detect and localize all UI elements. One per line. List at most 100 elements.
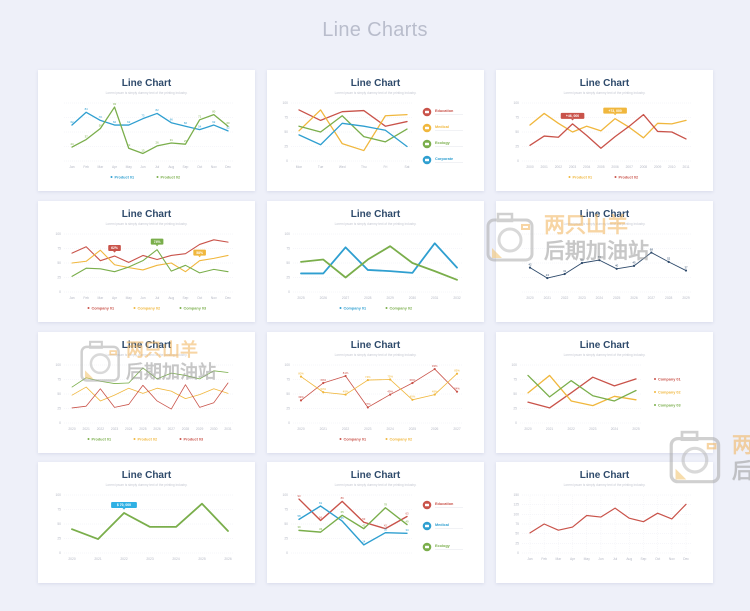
legend-item[interactable]: Product 03 xyxy=(179,437,204,441)
y-tick-label: 0 xyxy=(517,159,519,163)
data-label: 54% xyxy=(454,386,460,390)
y-tick-label: 75 xyxy=(515,116,519,120)
x-tick-label: 2023 xyxy=(111,427,119,431)
y-tick-label: 25 xyxy=(515,541,519,545)
data-label: 45 xyxy=(632,261,636,265)
x-tick-label: Feb xyxy=(83,296,89,300)
series-line xyxy=(529,112,687,139)
data-label: 42 xyxy=(362,523,366,527)
legend-dot xyxy=(385,438,388,440)
x-tick-label: Wed xyxy=(339,165,346,169)
series-line xyxy=(529,503,687,534)
legend-label: Medical xyxy=(435,523,449,527)
data-label: 58 xyxy=(297,514,301,518)
x-tick-label: Feb xyxy=(541,557,547,561)
y-tick-label: 125 xyxy=(513,503,519,507)
data-label: 50 xyxy=(580,258,584,262)
legend-item[interactable]: Ecology xyxy=(422,139,463,149)
legend-item[interactable]: Product 01 xyxy=(568,175,593,179)
legend-label: Ecology xyxy=(435,141,451,145)
legend-item[interactable]: Company 02 xyxy=(385,437,413,441)
data-point xyxy=(411,398,414,401)
data-label: 62 xyxy=(113,120,117,124)
legend-item[interactable]: Company 03 xyxy=(654,403,681,407)
data-label: 82 xyxy=(156,108,160,112)
x-tick-label: Oct xyxy=(655,557,660,561)
series-line xyxy=(300,245,458,281)
legend-item[interactable]: Product 02 xyxy=(156,175,181,179)
series-line xyxy=(71,106,229,155)
data-label: 74% xyxy=(365,375,371,379)
legend-label: Product 03 xyxy=(184,437,204,441)
legend-item[interactable]: Company 02 xyxy=(654,390,681,394)
x-tick-label: May xyxy=(584,557,591,561)
legend-label: Company 02 xyxy=(658,390,681,394)
x-tick-label: 2022 xyxy=(568,427,576,431)
callout: +73, 000 xyxy=(603,107,627,116)
legend-item[interactable]: Medical xyxy=(422,123,463,133)
legend-item[interactable]: Product 01 xyxy=(110,175,135,179)
legend-item[interactable]: Product 02 xyxy=(133,437,158,441)
legend-item[interactable]: Company 02 xyxy=(385,306,413,310)
data-label: 13 xyxy=(141,148,145,152)
legend-item[interactable]: Corporate xyxy=(422,155,463,165)
data-label: 56 xyxy=(319,515,323,519)
data-label: 24 xyxy=(546,273,550,277)
y-tick-label: 0 xyxy=(515,421,517,425)
legend-item[interactable]: Company 01 xyxy=(87,306,115,310)
data-label: 63 xyxy=(405,511,409,515)
chart-card: 0 25 50 75 100 Jan Feb Mar Apr May Jun Jul Aug Sep Oct… xyxy=(38,201,255,322)
legend-dot xyxy=(654,378,656,380)
legend-item[interactable]: Medical xyxy=(422,521,463,531)
x-tick-label: 2025 xyxy=(409,427,417,431)
legend-item[interactable]: Company 03 xyxy=(179,306,207,310)
y-tick-label: 25 xyxy=(286,407,290,411)
data-point xyxy=(366,406,369,409)
x-tick-label: 2027 xyxy=(453,427,461,431)
x-tick-label: 2030 xyxy=(409,296,417,300)
x-tick-label: Jun xyxy=(140,296,145,300)
chart-title: Line Chart xyxy=(579,78,630,89)
series-line xyxy=(529,113,687,149)
series-line xyxy=(298,109,408,152)
x-tick-label: May xyxy=(126,296,133,300)
legend-item[interactable]: Company 01 xyxy=(339,306,367,310)
x-tick-label: 2001 xyxy=(541,165,549,169)
legend-dot xyxy=(339,307,342,309)
x-tick-label: Jun xyxy=(598,557,603,561)
x-tick-label: 2003 xyxy=(569,165,577,169)
x-tick-label: Mon xyxy=(296,165,303,169)
legend-dot xyxy=(156,176,159,178)
legend-item[interactable]: Education xyxy=(422,107,463,117)
data-label: 49% xyxy=(432,389,438,393)
data-point xyxy=(667,260,670,263)
x-tick-label: 2008 xyxy=(640,165,648,169)
data-label: 78 xyxy=(384,503,388,507)
data-point xyxy=(563,272,566,276)
data-point xyxy=(411,381,414,385)
x-tick-label: 2026 xyxy=(431,427,439,431)
data-label: 80% xyxy=(298,371,304,375)
legend-item[interactable]: Product 01 xyxy=(87,437,112,441)
legend-item[interactable]: Education xyxy=(422,500,463,510)
legend-item[interactable]: Company 01 xyxy=(339,437,367,441)
x-tick-label: 2020 xyxy=(68,557,76,561)
legend-item[interactable]: Ecology xyxy=(422,542,463,552)
data-label: 24 xyxy=(70,142,74,146)
x-tick-label: 2029 xyxy=(196,427,204,431)
legend-item[interactable]: Company 01 xyxy=(654,377,681,381)
legend-item[interactable]: Company 02 xyxy=(133,306,161,310)
chart-subtitle: Lorem ipsum is simply dummy text of the … xyxy=(563,222,646,226)
x-tick-label: 2023 xyxy=(364,427,372,431)
y-tick-label: 25 xyxy=(57,276,61,280)
data-label: 93 xyxy=(113,102,117,106)
x-tick-label: Apr xyxy=(112,165,118,169)
x-tick-label: Mar xyxy=(98,165,105,169)
y-tick-label: 50 xyxy=(57,522,61,526)
legend-item[interactable]: Product 02 xyxy=(614,175,639,179)
x-tick-label: Mar xyxy=(556,557,563,561)
data-label: 52 xyxy=(667,257,671,261)
x-tick-label: 2023 xyxy=(589,427,597,431)
x-tick-label: 2029 xyxy=(386,296,394,300)
x-tick-label: 2020 xyxy=(68,427,76,431)
